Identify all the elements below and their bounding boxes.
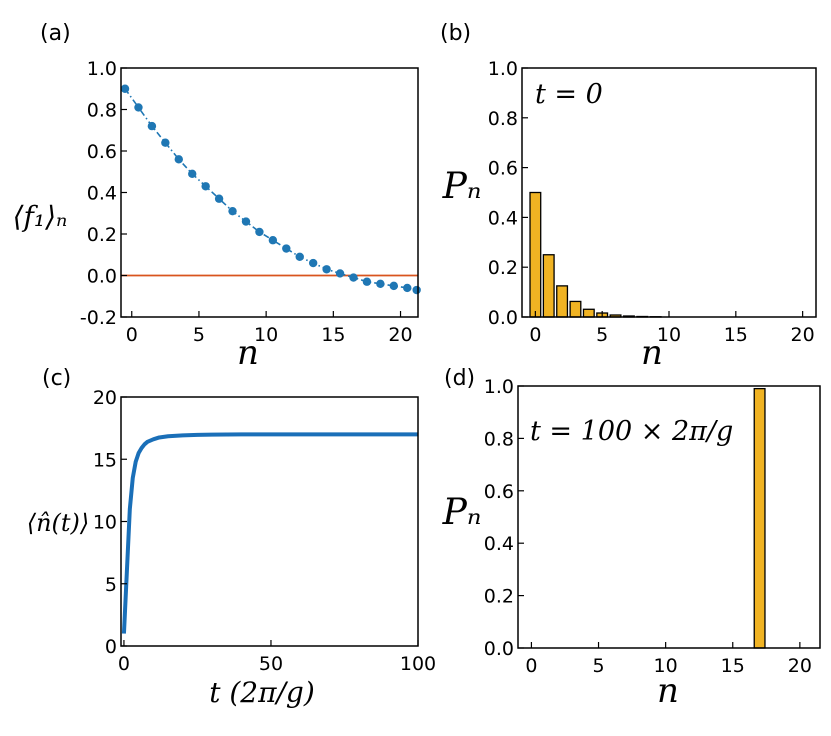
y-tick-label: 20 xyxy=(93,387,117,409)
y-tick-label: 0.6 xyxy=(87,141,117,163)
bar xyxy=(556,285,569,318)
panel-label-c: (c) xyxy=(42,366,71,391)
x-tick-label: 15 xyxy=(721,655,745,677)
x-tick-label: 15 xyxy=(321,324,345,346)
y-tick-label: 1.0 xyxy=(484,376,514,398)
y-tick-label: 1.0 xyxy=(488,58,518,80)
y-tick-label: 0.8 xyxy=(87,100,117,122)
data-point xyxy=(335,269,345,278)
y-tick-label: 0.0 xyxy=(488,307,518,329)
y-tick-label: 0.4 xyxy=(488,207,518,229)
x-tick-label: 100 xyxy=(400,653,436,675)
y-tick-label: 10 xyxy=(93,512,117,534)
panel-label-b: (b) xyxy=(440,21,471,46)
plot-frame-d xyxy=(517,385,821,649)
bar xyxy=(582,308,595,318)
panel-label-a: (a) xyxy=(40,21,71,46)
x-tick-label: 5 xyxy=(596,324,608,346)
x-tick-label: 0 xyxy=(525,655,537,677)
data-point xyxy=(403,283,412,293)
y-axis-label-a: ⟨f₁⟩ₙ xyxy=(13,200,68,233)
x-tick-label: 0 xyxy=(118,653,130,675)
panel-b: (b) 0 5 10 15 20 0.0 0.2 0.4 0.6 0.8 1.0 t = 0 n P… xyxy=(440,21,817,373)
y-tick-label: 0.8 xyxy=(488,108,518,130)
data-point xyxy=(412,285,421,295)
y-axis-label-c: ⟨n̂(t)⟩ xyxy=(27,509,90,537)
data-point xyxy=(214,194,224,203)
bar xyxy=(542,254,555,318)
x-tick-label: 50 xyxy=(259,653,283,675)
x-tick-label: 5 xyxy=(592,655,604,677)
x-tick-label: 5 xyxy=(193,324,205,346)
x-tick-label: 10 xyxy=(254,324,278,346)
x-tick-label: 15 xyxy=(724,324,748,346)
x-axis-label-b: n xyxy=(641,333,663,373)
y-tick-label: 0.0 xyxy=(484,638,514,660)
data-point xyxy=(308,258,318,268)
y-axis-label-b: Pₙ xyxy=(442,166,482,207)
data-point xyxy=(161,138,170,147)
data-point xyxy=(174,155,183,164)
y-tick-label: 0.2 xyxy=(484,586,514,608)
data-point xyxy=(228,206,237,216)
data-point xyxy=(295,252,304,262)
bar xyxy=(753,387,766,649)
data-point xyxy=(349,273,358,282)
y-tick-label: 0.4 xyxy=(484,533,514,555)
data-point xyxy=(188,169,197,179)
data-point xyxy=(147,121,157,131)
y-tick-label: 0.0 xyxy=(87,266,117,288)
data-point xyxy=(376,279,385,288)
panel-a: (a) 0 5 10 15 20 -0.2 0.0 0.2 0.4 0.6 0.8 1.0 n ⟨f₁… xyxy=(13,21,421,373)
data-point xyxy=(268,236,278,245)
bar xyxy=(529,191,542,318)
x-axis-label-a: n xyxy=(237,333,259,373)
y-tick-label: -0.2 xyxy=(80,307,117,329)
y-tick-label: 5 xyxy=(105,574,117,596)
y-tick-label: 0 xyxy=(105,636,117,658)
annotation-t100: t = 100 × 2π/g xyxy=(530,416,733,447)
x-axis-label-d: n xyxy=(657,671,679,711)
data-point xyxy=(362,277,372,286)
y-tick-label: 1.0 xyxy=(87,58,117,80)
x-tick-label: 20 xyxy=(388,324,412,346)
series-line xyxy=(121,432,418,634)
panel-label-d: (d) xyxy=(444,366,475,391)
y-tick-label: 0.8 xyxy=(484,428,514,450)
data-point xyxy=(134,103,143,112)
y-tick-label: 0.2 xyxy=(488,257,518,279)
data-point xyxy=(282,244,291,253)
x-tick-label: 10 xyxy=(654,655,678,677)
data-point xyxy=(201,182,210,191)
x-tick-label: 0 xyxy=(529,324,541,346)
panel-d: (d) 0 5 10 15 20 0.0 0.2 0.4 0.6 0.8 1.0 t = 100 ×… xyxy=(442,366,821,711)
y-tick-label: 0.6 xyxy=(484,481,514,503)
x-tick-label: 0 xyxy=(126,324,138,346)
y-tick-label: 0.6 xyxy=(488,158,518,180)
x-tick-label: 10 xyxy=(657,324,681,346)
series-line xyxy=(124,88,417,291)
x-axis-label-c: t (2π/g) xyxy=(209,676,315,709)
data-point xyxy=(120,84,130,93)
plot-frame-a xyxy=(120,67,419,318)
y-tick-label: 0.2 xyxy=(87,224,117,246)
y-tick-label: 15 xyxy=(93,449,117,471)
data-point xyxy=(322,265,331,274)
annotation-t0: t = 0 xyxy=(535,79,603,110)
panel-c: (c) 0 50 100 0 5 10 15 20 t (2π/g) ⟨n̂(t)⟩ xyxy=(27,366,436,709)
bar xyxy=(569,300,582,318)
data-point xyxy=(241,217,251,226)
y-tick-label: 0.4 xyxy=(87,183,117,205)
data-point xyxy=(389,281,399,291)
x-tick-label: 20 xyxy=(788,655,812,677)
data-point xyxy=(255,227,264,237)
x-tick-label: 20 xyxy=(791,324,815,346)
y-axis-label-d: Pₙ xyxy=(442,492,482,533)
